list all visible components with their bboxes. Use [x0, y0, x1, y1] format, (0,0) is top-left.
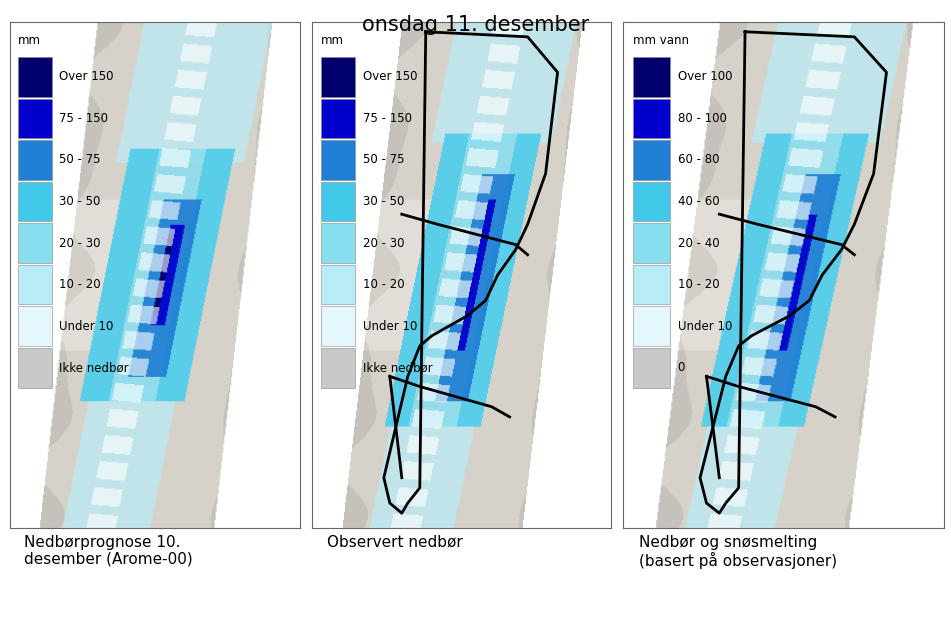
- FancyBboxPatch shape: [320, 265, 356, 305]
- FancyBboxPatch shape: [632, 57, 670, 96]
- Text: Under 10: Under 10: [677, 320, 732, 332]
- FancyBboxPatch shape: [18, 348, 51, 387]
- Text: Over 100: Over 100: [677, 70, 732, 83]
- Text: Nedbør og snøsmelting
(basert på observasjoner): Nedbør og snøsmelting (basert på observa…: [639, 535, 837, 569]
- Text: Under 10: Under 10: [59, 320, 113, 332]
- FancyBboxPatch shape: [632, 223, 670, 263]
- Text: 30 - 50: 30 - 50: [59, 195, 100, 208]
- FancyBboxPatch shape: [632, 99, 670, 138]
- FancyBboxPatch shape: [632, 265, 670, 305]
- FancyBboxPatch shape: [632, 140, 670, 180]
- Text: 10 - 20: 10 - 20: [677, 278, 719, 291]
- FancyBboxPatch shape: [320, 182, 356, 221]
- FancyBboxPatch shape: [18, 140, 51, 180]
- Text: 20 - 40: 20 - 40: [677, 237, 719, 250]
- Text: mm: mm: [320, 34, 344, 48]
- Text: Over 150: Over 150: [59, 70, 113, 83]
- Text: 60 - 80: 60 - 80: [677, 153, 719, 166]
- FancyBboxPatch shape: [320, 348, 356, 387]
- Text: 0: 0: [677, 362, 685, 375]
- FancyBboxPatch shape: [18, 99, 51, 138]
- Text: 30 - 50: 30 - 50: [363, 195, 404, 208]
- FancyBboxPatch shape: [320, 140, 356, 180]
- Text: 75 - 150: 75 - 150: [59, 112, 107, 125]
- FancyBboxPatch shape: [320, 223, 356, 263]
- Text: Observert nedbør: Observert nedbør: [327, 535, 462, 549]
- FancyBboxPatch shape: [18, 307, 51, 346]
- FancyBboxPatch shape: [18, 182, 51, 221]
- Text: mm vann: mm vann: [632, 34, 689, 48]
- Text: Nedbørprognose 10.
desember (Arome-00): Nedbørprognose 10. desember (Arome-00): [24, 535, 193, 567]
- FancyBboxPatch shape: [632, 307, 670, 346]
- Text: 20 - 30: 20 - 30: [363, 237, 404, 250]
- Text: mm: mm: [18, 34, 41, 48]
- FancyBboxPatch shape: [632, 348, 670, 387]
- Text: 75 - 150: 75 - 150: [363, 112, 412, 125]
- Text: 10 - 20: 10 - 20: [363, 278, 404, 291]
- Text: Under 10: Under 10: [363, 320, 417, 332]
- FancyBboxPatch shape: [320, 57, 356, 96]
- Text: onsdag 11. desember: onsdag 11. desember: [362, 15, 589, 35]
- Text: Ikke nedbør: Ikke nedbør: [59, 362, 128, 375]
- FancyBboxPatch shape: [320, 307, 356, 346]
- Text: Ikke nedbør: Ikke nedbør: [363, 362, 433, 375]
- FancyBboxPatch shape: [18, 265, 51, 305]
- Text: 50 - 75: 50 - 75: [363, 153, 404, 166]
- FancyBboxPatch shape: [18, 223, 51, 263]
- Text: 50 - 75: 50 - 75: [59, 153, 100, 166]
- FancyBboxPatch shape: [18, 57, 51, 96]
- FancyBboxPatch shape: [320, 99, 356, 138]
- Text: Over 150: Over 150: [363, 70, 417, 83]
- Text: 80 - 100: 80 - 100: [677, 112, 727, 125]
- Text: 20 - 30: 20 - 30: [59, 237, 100, 250]
- Text: 40 - 60: 40 - 60: [677, 195, 719, 208]
- FancyBboxPatch shape: [632, 182, 670, 221]
- Text: 10 - 20: 10 - 20: [59, 278, 101, 291]
